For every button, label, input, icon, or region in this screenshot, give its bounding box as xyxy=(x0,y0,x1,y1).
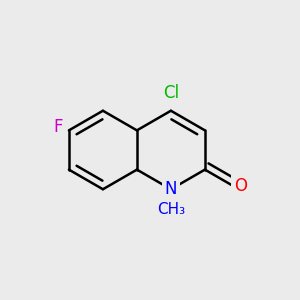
Text: N: N xyxy=(165,180,177,198)
Text: F: F xyxy=(54,118,63,136)
Text: Cl: Cl xyxy=(163,84,179,102)
Text: CH₃: CH₃ xyxy=(157,202,185,217)
Text: O: O xyxy=(234,177,247,195)
